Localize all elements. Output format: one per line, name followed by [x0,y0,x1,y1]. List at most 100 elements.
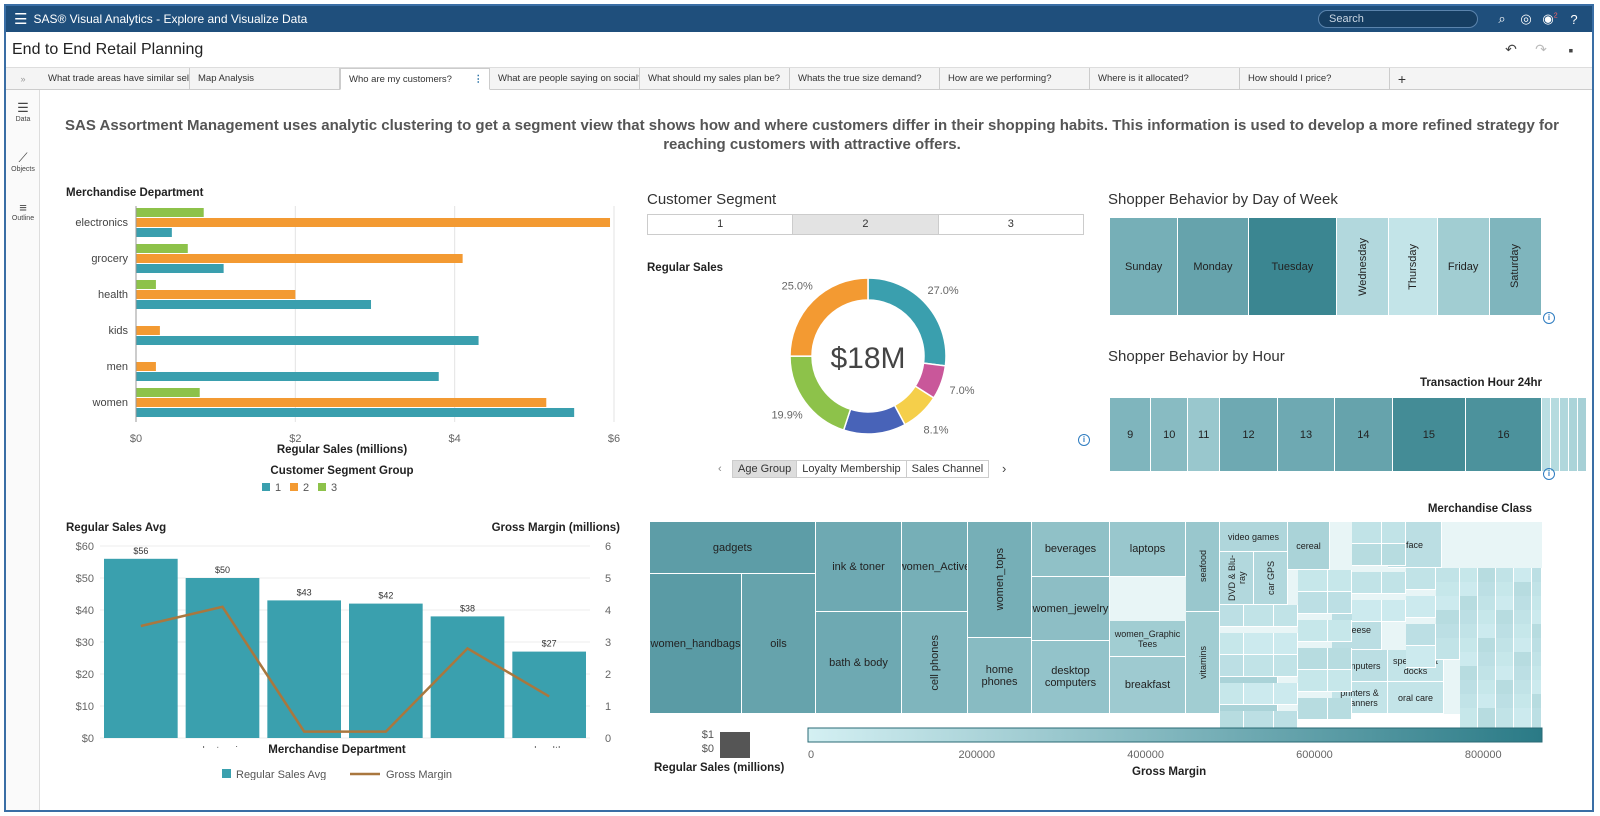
treemap-tile[interactable] [1220,655,1244,677]
treemap-tile[interactable]: women_tops [968,522,1032,638]
treemap-tile[interactable] [1352,544,1382,566]
heatmap-cell[interactable]: 13 [1277,398,1336,472]
heatmap-cell[interactable]: 16 [1466,398,1542,472]
tab-5[interactable]: Whats the true size demand? [790,68,940,89]
treemap-tile[interactable] [1244,633,1274,655]
info-icon[interactable]: i [1078,434,1090,446]
treemap-tile[interactable]: laptops [1110,522,1186,577]
heatmap-cell[interactable]: Wednesday [1337,218,1390,316]
treemap-tile[interactable] [1406,568,1436,590]
heatmap-cell[interactable]: 10 [1151,398,1189,472]
rail-outline[interactable]: ≡ Outline [6,190,40,240]
treemap-tile[interactable] [1244,605,1274,627]
tab-6[interactable]: How are we performing? [940,68,1090,89]
treemap-tile[interactable]: desktop computers [1032,641,1110,714]
info-icon[interactable]: i [1543,312,1555,324]
rail-objects[interactable]: ⟋ Objects [6,140,40,190]
treemap-tile[interactable] [1298,698,1328,720]
heatmap-cell[interactable] [1569,398,1578,472]
help-icon[interactable]: ? [1570,11,1578,27]
treemap-tile[interactable] [1220,633,1244,655]
heatmap-cell[interactable]: 9 [1110,398,1152,472]
heatmap-cell[interactable]: Tuesday [1248,218,1338,316]
treemap-tile[interactable]: ink & toner [816,522,902,612]
chevron-left-icon[interactable]: ‹ [718,463,722,475]
treemap-tile[interactable]: women_handbags [650,574,742,714]
undo-icon[interactable]: ↶ [1505,41,1517,57]
treemap-tile[interactable]: beverages [1032,522,1110,577]
treemap-tile[interactable]: home phones [968,638,1032,714]
treemap-tile[interactable] [1328,592,1352,614]
treemap-tile[interactable] [1298,592,1328,614]
measure-tab[interactable]: Sales Channel [905,460,990,478]
heatmap-cell[interactable]: 11 [1188,398,1221,472]
heatmap-cell[interactable]: Friday [1437,218,1490,316]
treemap-tile[interactable]: seafood [1186,522,1220,612]
treemap-tile[interactable] [1352,600,1382,622]
treemap-tile[interactable] [1274,683,1298,705]
collapse-icon[interactable]: » [20,74,26,84]
treemap-tile[interactable] [1352,572,1382,594]
treemap-tile[interactable] [1274,633,1298,655]
combo-chart[interactable]: $60 6 $50 5 $40 4 $30 3 $20 2 $10 1 $0 0 $56 women $50 el… [42,538,632,748]
treemap-tile[interactable] [1328,698,1352,720]
search-input[interactable]: Search [1318,10,1478,28]
treemap-tile[interactable] [1298,670,1328,692]
treemap-tile[interactable] [1220,683,1244,705]
heatmap-cell[interactable]: Saturday [1489,218,1542,316]
treemap-tile[interactable]: women_jewelry [1032,577,1110,641]
redo-icon[interactable]: ↷ [1535,41,1547,57]
search-icon[interactable]: ⌕ [1498,11,1506,26]
notifications-icon[interactable]: ◉2 [1542,11,1558,26]
treemap-tile[interactable] [1298,648,1328,670]
treemap-tile[interactable]: women_Active [902,522,968,612]
info-icon[interactable]: i [1543,468,1555,480]
treemap-tile[interactable] [1274,655,1298,677]
segment-option[interactable]: 3 [1007,218,1014,230]
dow-heatmap[interactable]: Sunday Monday Tuesday Wednesday Thursday Frid… [1110,218,1542,316]
rail-data[interactable]: ☰ Data [6,90,40,140]
treemap-tile[interactable] [1352,522,1382,544]
treemap-tile[interactable] [1406,596,1436,618]
tab-0[interactable]: What trade areas have similar selling pa… [40,68,190,89]
heatmap-cell[interactable]: 15 [1392,398,1467,472]
treemap-tile[interactable]: DVD & Blu-ray [1220,552,1254,605]
hour-heatmap[interactable]: 9 10 11 12 13 14 15 16 [1110,398,1587,472]
heatmap-cell[interactable] [1542,398,1551,472]
treemap-tile[interactable]: oils [742,574,816,714]
treemap-tile[interactable]: cell phones [902,612,968,714]
tab-2[interactable]: Who are my customers? ⋮ [340,68,490,90]
treemap-tile[interactable]: oral care [1388,682,1444,714]
treemap-tile[interactable]: women_Graphic Tees [1110,621,1186,657]
treemap-tile[interactable] [1406,646,1436,668]
treemap-tile[interactable] [1328,670,1352,692]
tab-1[interactable]: Map Analysis [190,68,340,89]
tab-8[interactable]: How should I price? [1240,68,1390,89]
chevron-right-icon[interactable]: › [1002,461,1007,476]
share-icon[interactable]: ◎ [1520,11,1532,26]
treemap-tile[interactable]: gadgets [650,522,816,574]
treemap-tile[interactable]: car GPS [1254,552,1288,605]
hbar-chart[interactable]: $0 $2 $4 $6 electronics grocery health kids men w… [42,200,632,500]
heatmap-cell[interactable] [1551,398,1560,472]
heatmap-cell[interactable] [1560,398,1569,472]
treemap-tile[interactable]: bath & body [816,612,902,714]
heatmap-cell[interactable] [1578,398,1587,472]
treemap-tile[interactable] [1382,544,1406,566]
add-tab-button[interactable]: + [1397,71,1407,87]
treemap-tile[interactable] [1244,655,1274,677]
tab-4[interactable]: What should my sales plan be? [640,68,790,89]
treemap-tile[interactable] [1298,620,1328,642]
segment-option[interactable]: 2 [793,215,939,234]
heatmap-cell[interactable]: Monday [1178,218,1249,316]
treemap-tile[interactable] [1274,605,1298,627]
hamburger-icon[interactable]: ☰ [14,11,28,28]
treemap-tile[interactable]: cereal [1288,522,1330,570]
treemap-tile[interactable] [1406,624,1436,646]
treemap-tile[interactable] [1328,620,1352,642]
treemap-tile[interactable] [1328,648,1352,670]
treemap-tile[interactable] [1220,605,1244,627]
treemap-tile[interactable] [1382,522,1406,544]
tab-3[interactable]: What are people saying on social? [490,68,640,89]
